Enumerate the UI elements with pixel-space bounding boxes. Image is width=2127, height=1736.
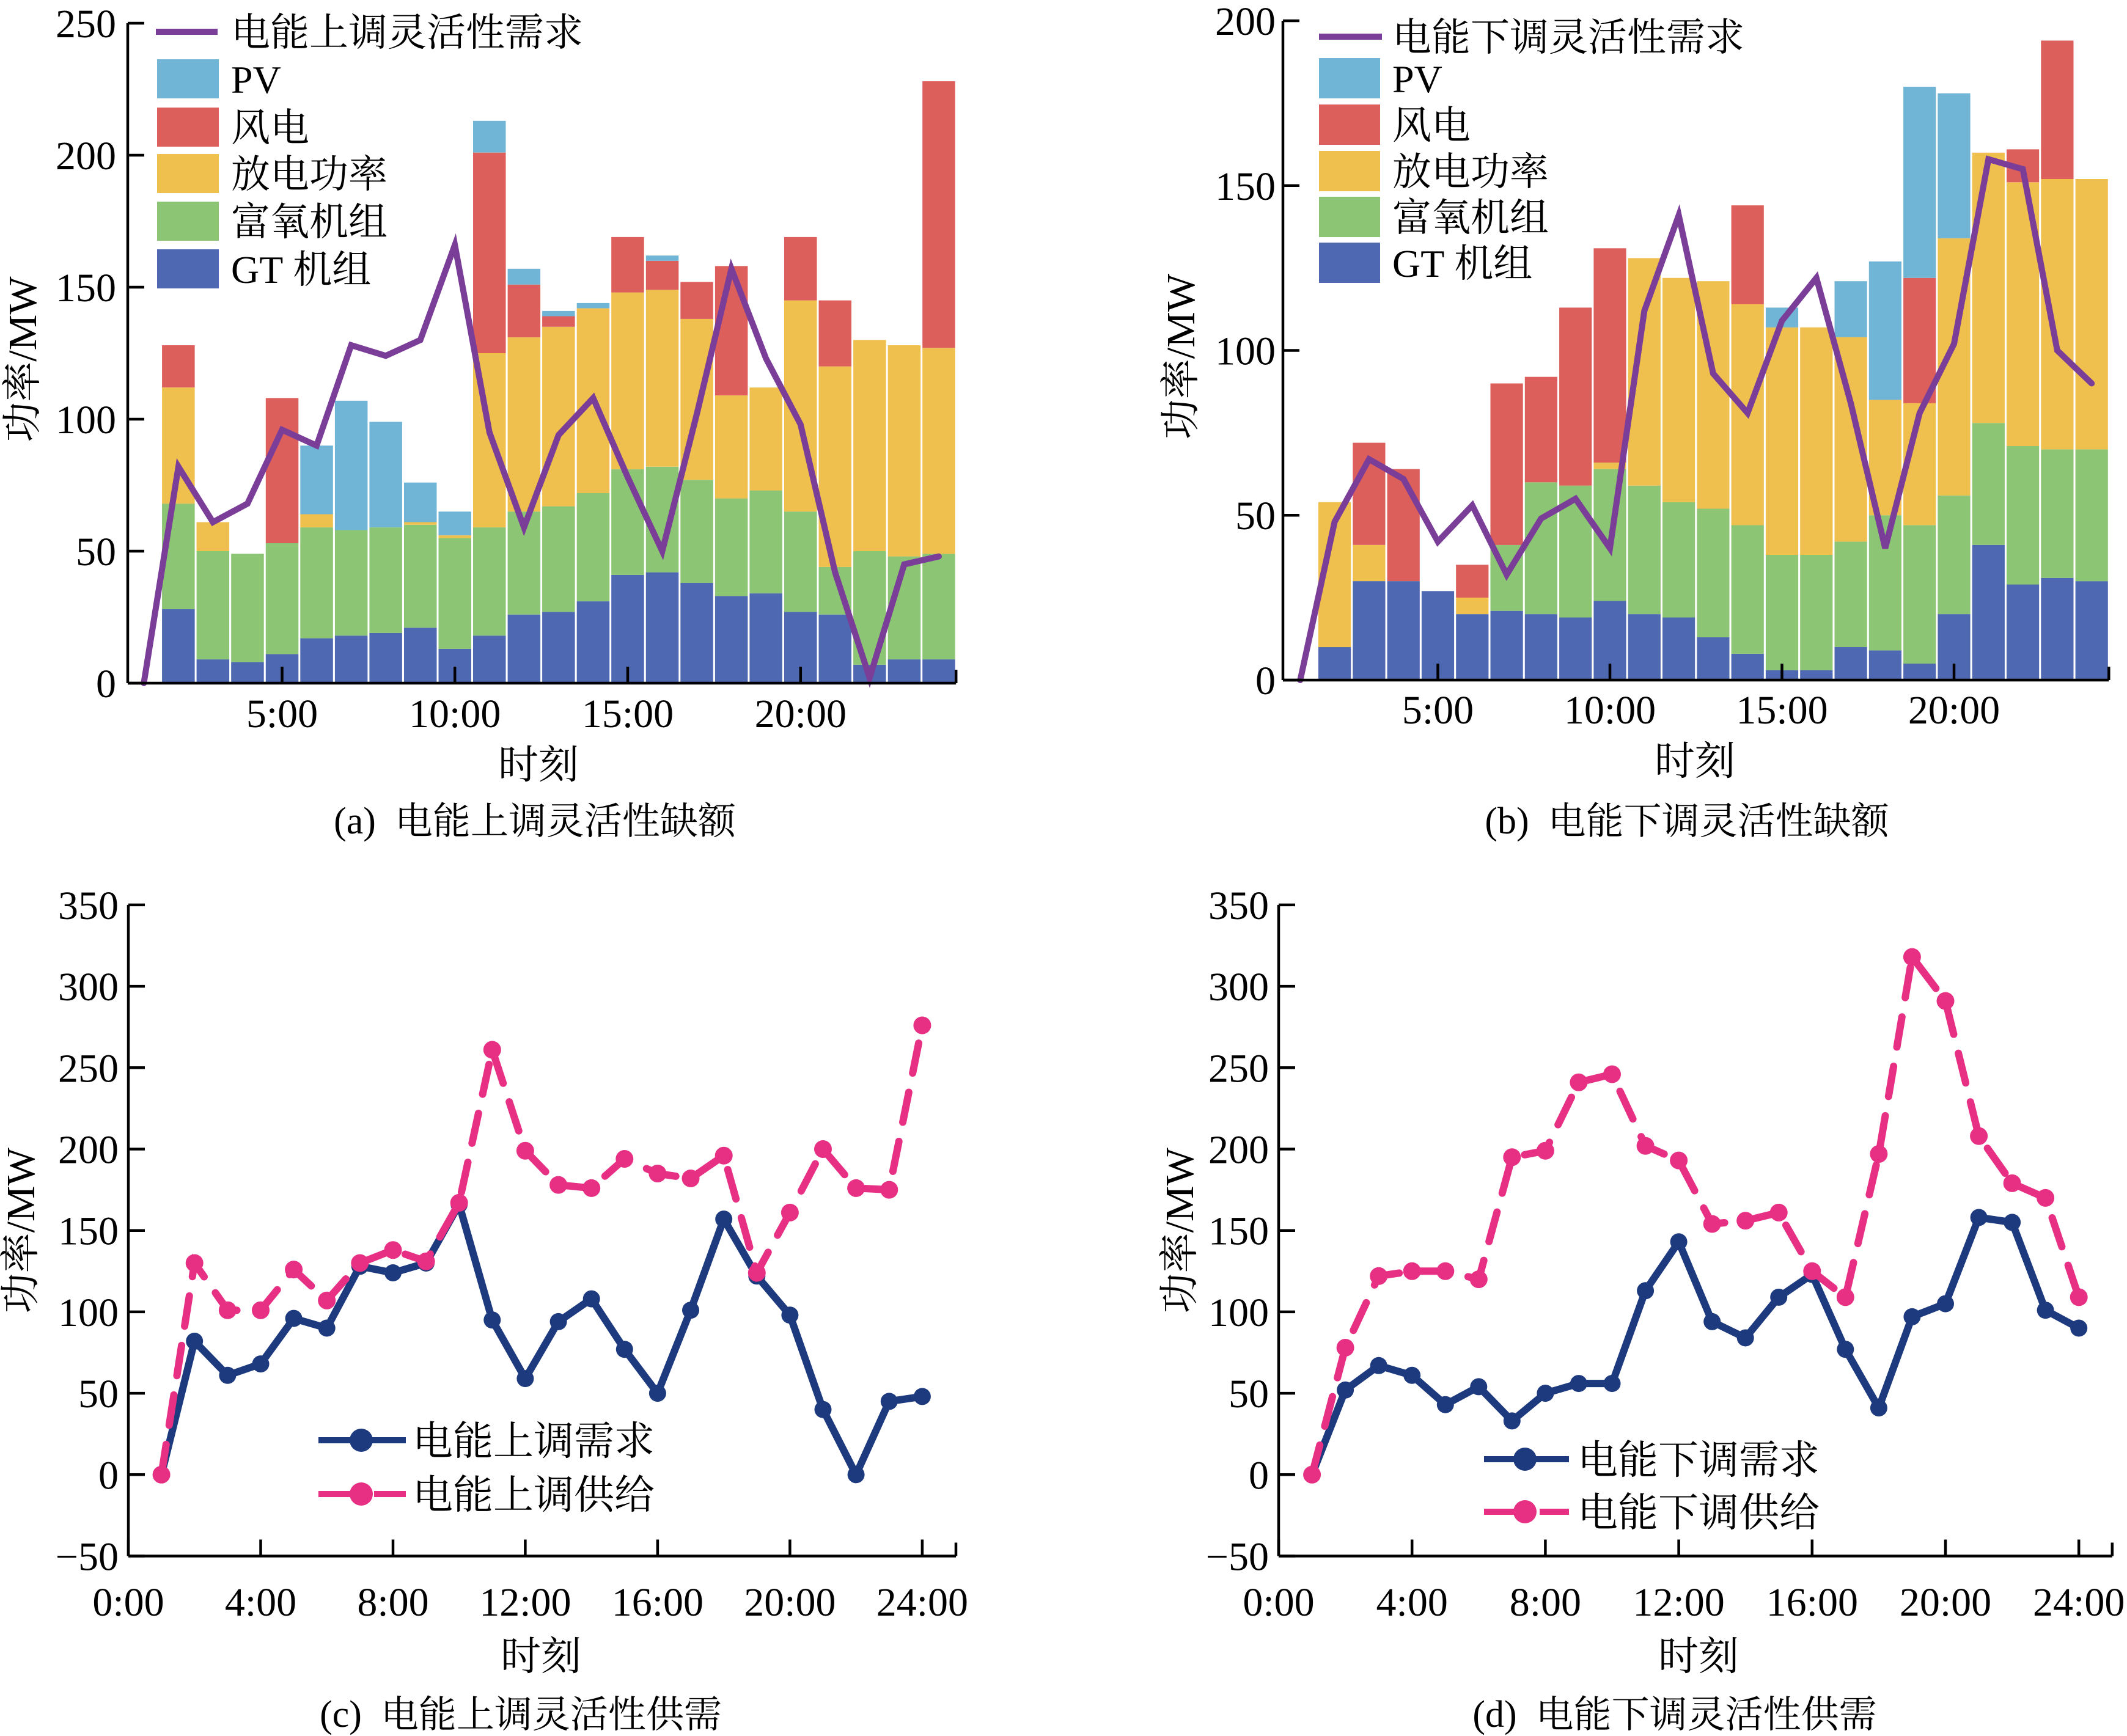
svg-text:4:00: 4:00 bbox=[225, 1580, 296, 1625]
svg-text:20:00: 20:00 bbox=[755, 692, 847, 736]
svg-text:24:00: 24:00 bbox=[2033, 1580, 2125, 1625]
svg-text:150: 150 bbox=[56, 266, 116, 310]
svg-text:−50: −50 bbox=[1206, 1535, 1269, 1580]
svg-text:/MW: /MW bbox=[1158, 1147, 1202, 1232]
svg-text:350: 350 bbox=[58, 884, 119, 928]
svg-text:200: 200 bbox=[56, 134, 116, 178]
svg-text:150: 150 bbox=[58, 1209, 119, 1254]
svg-text:/MW: /MW bbox=[1, 276, 45, 362]
svg-text:200: 200 bbox=[1215, 0, 1276, 44]
svg-text:0: 0 bbox=[98, 1453, 119, 1498]
svg-text:10:00: 10:00 bbox=[409, 692, 501, 736]
svg-text:(b): (b) bbox=[1485, 800, 1538, 842]
svg-text:24:00: 24:00 bbox=[876, 1580, 968, 1625]
svg-text:0: 0 bbox=[1249, 1453, 1269, 1498]
svg-text:−50: −50 bbox=[56, 1535, 119, 1580]
svg-text:15:00: 15:00 bbox=[582, 692, 674, 736]
svg-text:8:00: 8:00 bbox=[1510, 1580, 1581, 1625]
svg-text:5:00: 5:00 bbox=[246, 692, 318, 736]
svg-text:300: 300 bbox=[1208, 965, 1269, 1009]
svg-text:20:00: 20:00 bbox=[1900, 1580, 1991, 1625]
svg-text:/MW: /MW bbox=[1159, 273, 1203, 359]
svg-text:100: 100 bbox=[1208, 1291, 1269, 1335]
svg-text:PV: PV bbox=[231, 58, 281, 101]
svg-text:20:00: 20:00 bbox=[744, 1580, 836, 1625]
svg-text:4:00: 4:00 bbox=[1376, 1580, 1448, 1625]
svg-text:300: 300 bbox=[58, 965, 119, 1009]
svg-text:100: 100 bbox=[1215, 329, 1276, 374]
svg-text:10:00: 10:00 bbox=[1564, 688, 1656, 733]
svg-text:250: 250 bbox=[56, 2, 116, 46]
svg-text:15:00: 15:00 bbox=[1736, 688, 1828, 733]
svg-text:12:00: 12:00 bbox=[479, 1580, 571, 1625]
svg-text:350: 350 bbox=[1208, 884, 1269, 928]
svg-text:0:00: 0:00 bbox=[1243, 1580, 1314, 1625]
svg-text:8:00: 8:00 bbox=[357, 1580, 428, 1625]
svg-text:5:00: 5:00 bbox=[1402, 688, 1474, 733]
svg-text:150: 150 bbox=[1215, 164, 1276, 209]
svg-text:50: 50 bbox=[1229, 1372, 1269, 1416]
svg-text:16:00: 16:00 bbox=[612, 1580, 703, 1625]
svg-text:100: 100 bbox=[56, 398, 116, 442]
svg-text:200: 200 bbox=[58, 1128, 119, 1173]
svg-text:(d): (d) bbox=[1472, 1694, 1526, 1735]
svg-text:(a): (a) bbox=[334, 800, 385, 842]
svg-text:12:00: 12:00 bbox=[1633, 1580, 1724, 1625]
svg-text:250: 250 bbox=[58, 1046, 119, 1091]
svg-text:50: 50 bbox=[78, 1372, 119, 1416]
svg-text:200: 200 bbox=[1208, 1128, 1269, 1173]
svg-text:(c): (c) bbox=[320, 1694, 371, 1735]
svg-text:PV: PV bbox=[1392, 57, 1442, 101]
svg-text:150: 150 bbox=[1208, 1209, 1269, 1254]
svg-text:100: 100 bbox=[58, 1291, 119, 1335]
svg-text:0: 0 bbox=[1255, 659, 1276, 703]
svg-text:0: 0 bbox=[96, 662, 116, 706]
svg-text:16:00: 16:00 bbox=[1766, 1580, 1858, 1625]
svg-text:GT: GT bbox=[231, 248, 293, 291]
svg-text:50: 50 bbox=[1235, 494, 1276, 538]
svg-text:250: 250 bbox=[1208, 1046, 1269, 1091]
svg-text:0:00: 0:00 bbox=[92, 1580, 164, 1625]
svg-text:GT: GT bbox=[1392, 242, 1454, 285]
svg-text:50: 50 bbox=[76, 530, 116, 574]
svg-text:/MW: /MW bbox=[0, 1147, 43, 1232]
svg-text:20:00: 20:00 bbox=[1908, 688, 2000, 733]
